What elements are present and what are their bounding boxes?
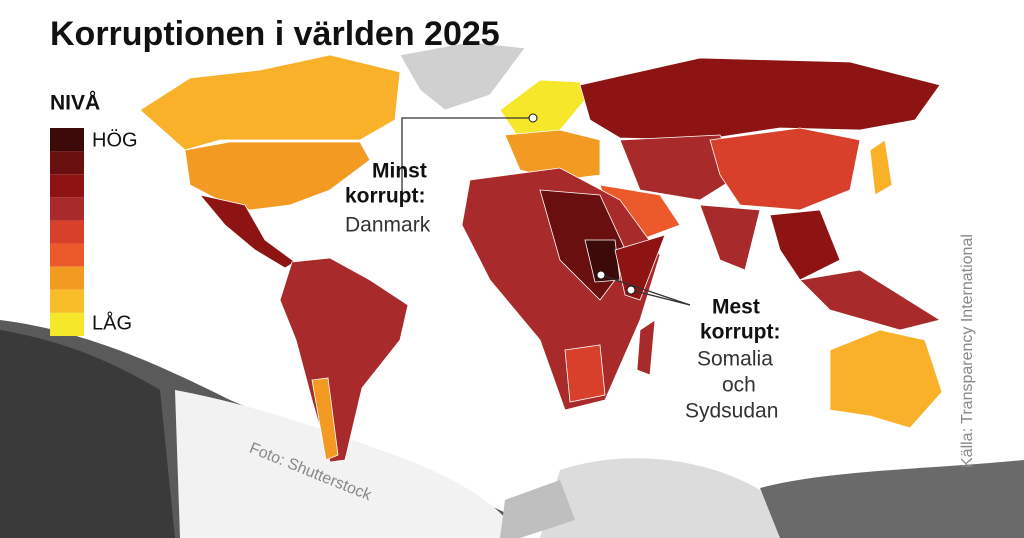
annotation-country: och bbox=[722, 374, 756, 397]
title: Korruptionen i världen 2025 bbox=[50, 15, 500, 53]
leader-lines bbox=[401, 117, 691, 306]
source: Källa: Transparency International bbox=[959, 234, 976, 468]
marker-dot bbox=[626, 285, 636, 295]
legend-swatch bbox=[50, 128, 84, 152]
annotation-label: korrupt: bbox=[700, 321, 781, 344]
marker-dot bbox=[528, 113, 538, 123]
legend-swatch bbox=[50, 289, 84, 313]
legend-swatch bbox=[50, 174, 84, 198]
world-map bbox=[139, 41, 943, 463]
legend-low: LÅG bbox=[92, 311, 132, 334]
annotation-label: Mest bbox=[712, 296, 760, 319]
annotation-country: Sydsudan bbox=[685, 400, 778, 423]
annotation-label: Minst bbox=[372, 160, 427, 183]
annotation-country: Danmark bbox=[345, 214, 431, 237]
annotation-label: korrupt: bbox=[345, 185, 426, 208]
annotation-country: Somalia bbox=[697, 348, 773, 371]
photo bbox=[0, 320, 1024, 538]
legend-swatch bbox=[50, 312, 84, 336]
legend-title: NIVÅ bbox=[50, 91, 100, 115]
legend-swatch bbox=[50, 197, 84, 221]
legend-swatch bbox=[50, 151, 84, 175]
legend-high: HÖG bbox=[92, 129, 138, 151]
legend-swatch bbox=[50, 243, 84, 267]
legend-swatch bbox=[50, 220, 84, 244]
legend-scale bbox=[50, 128, 84, 336]
legend-swatch bbox=[50, 266, 84, 290]
marker-dot bbox=[596, 270, 606, 280]
